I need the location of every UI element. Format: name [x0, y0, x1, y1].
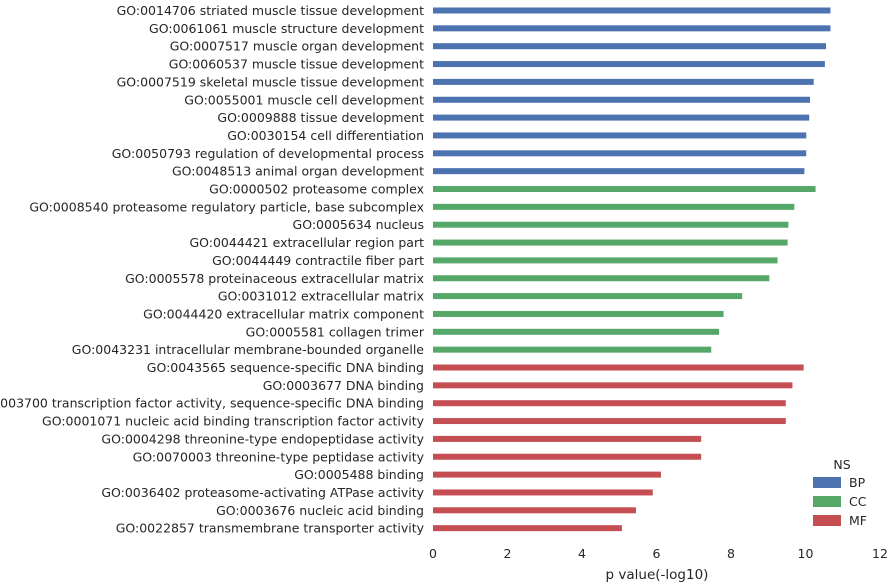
- category-label: GO:0060537 muscle tissue development: [169, 57, 424, 72]
- x-tick-label: 12: [872, 546, 888, 561]
- bar-cc: [433, 221, 789, 228]
- category-label: GO:0061061 muscle structure development: [149, 21, 424, 36]
- bar-mf: [433, 525, 622, 532]
- category-label: GO:0005634 nucleus: [293, 217, 424, 232]
- bar-mf: [433, 364, 804, 371]
- category-label: GO:0030154 cell differentiation: [227, 128, 424, 143]
- bar-mf: [433, 507, 637, 514]
- x-tick-label: 4: [578, 546, 586, 561]
- legend-swatch-mf: [813, 515, 841, 526]
- bar-cc: [433, 346, 712, 353]
- bar-mf: [433, 382, 793, 389]
- bar-bp: [433, 150, 807, 157]
- bar-cc: [433, 239, 788, 246]
- category-label: GO:0005581 collagen trimer: [246, 324, 425, 339]
- category-label: GO:0044420 extracellular matrix componen…: [143, 306, 424, 321]
- x-tick-label: 10: [798, 546, 814, 561]
- bar-bp: [433, 132, 807, 139]
- category-label: GO:0003677 DNA binding: [263, 378, 424, 393]
- x-axis-ticks-group: 0 2 4 6 8 10 12: [429, 546, 888, 561]
- category-label: GO:0007519 skeletal muscle tissue develo…: [117, 74, 424, 89]
- bar-bp: [433, 25, 831, 32]
- category-label: GO:0022857 transmembrane transporter act…: [116, 521, 425, 536]
- legend-title: NS: [833, 457, 850, 472]
- legend-label-mf: MF: [849, 513, 867, 528]
- category-label: GO:0031012 extracellular matrix: [218, 289, 424, 304]
- bars-group: [433, 7, 831, 532]
- category-label: GO:0003676 nucleic acid binding: [216, 503, 424, 518]
- bar-bp: [433, 78, 814, 85]
- bar-mf: [433, 453, 702, 460]
- category-label: GO:0044449 contractile fiber part: [212, 253, 424, 268]
- legend-swatch-cc: [813, 496, 841, 507]
- x-tick-label: 0: [429, 546, 437, 561]
- category-label: GO:0003700 transcription factor activity…: [0, 396, 424, 411]
- bar-bp: [433, 168, 805, 175]
- legend-items: BP CC MF: [813, 475, 867, 528]
- legend-swatch-bp: [813, 477, 841, 488]
- legend: NS BP CC MF: [813, 457, 867, 528]
- bar-cc: [433, 310, 724, 317]
- category-labels-group: GO:0014706 striated muscle tissue develo…: [0, 3, 425, 536]
- x-tick-label: 2: [504, 546, 512, 561]
- category-label: GO:0014706 striated muscle tissue develo…: [117, 3, 425, 18]
- bar-mf: [433, 489, 653, 496]
- bar-cc: [433, 293, 743, 300]
- category-label: GO:0044421 extracellular region part: [189, 235, 424, 250]
- bar-bp: [433, 114, 810, 121]
- category-label: GO:0005488 binding: [294, 467, 424, 482]
- category-label: GO:0005578 proteinaceous extracellular m…: [125, 271, 424, 286]
- category-label: GO:0008540 proteasome regulatory particl…: [29, 199, 424, 214]
- bar-cc: [433, 186, 816, 192]
- bar-mf: [433, 418, 786, 425]
- bar-bp: [433, 43, 826, 50]
- category-label: GO:0000502 proteasome complex: [209, 182, 424, 197]
- legend-label-bp: BP: [849, 475, 866, 490]
- bar-bp: [433, 96, 810, 103]
- bar-bp: [433, 7, 831, 14]
- bar-mf: [433, 400, 786, 407]
- category-label: GO:0043231 intracellular membrane-bounde…: [72, 342, 425, 357]
- bar-cc: [433, 275, 770, 282]
- bar-cc: [433, 257, 778, 264]
- legend-label-cc: CC: [849, 494, 867, 509]
- category-label: GO:0001071 nucleic acid binding transcri…: [42, 414, 425, 429]
- x-tick-label: 6: [653, 546, 661, 561]
- bar-bp: [433, 61, 825, 68]
- bar-cc: [433, 328, 720, 335]
- category-label: GO:0070003 threonine-type peptidase acti…: [133, 449, 425, 464]
- x-axis-title: p value(-log10): [606, 567, 709, 583]
- bar-mf: [433, 471, 661, 478]
- category-label: GO:0004298 threonine-type endopeptidase …: [101, 431, 424, 446]
- category-label: GO:0048513 animal organ development: [172, 164, 424, 179]
- category-label: GO:0043565 sequence-specific DNA binding: [147, 360, 424, 375]
- x-tick-label: 8: [727, 546, 735, 561]
- category-label: GO:0055001 muscle cell development: [184, 92, 424, 107]
- category-label: GO:0050793 regulation of developmental p…: [112, 146, 424, 161]
- category-label: GO:0036402 proteasome-activating ATPase …: [101, 485, 424, 500]
- bar-mf: [433, 435, 702, 442]
- category-label: GO:0007517 muscle organ development: [170, 39, 424, 54]
- bar-cc: [433, 203, 795, 210]
- category-label: GO:0009888 tissue development: [217, 110, 424, 125]
